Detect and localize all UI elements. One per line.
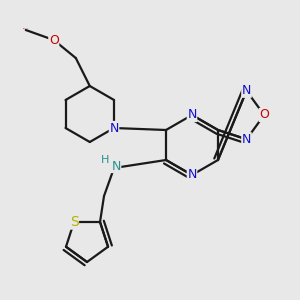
Text: methoxy: methoxy: [8, 29, 14, 30]
Text: H: H: [101, 155, 109, 165]
Text: N: N: [111, 160, 121, 172]
Text: O: O: [259, 109, 269, 122]
Text: N: N: [242, 133, 251, 146]
Text: O: O: [49, 34, 59, 46]
Text: methoxy: methoxy: [24, 26, 30, 27]
Text: N: N: [109, 122, 119, 134]
Text: N: N: [242, 84, 251, 97]
Text: S: S: [70, 215, 78, 229]
Text: methoxy: methoxy: [22, 27, 29, 28]
Text: N: N: [187, 169, 197, 182]
Text: N: N: [187, 109, 197, 122]
